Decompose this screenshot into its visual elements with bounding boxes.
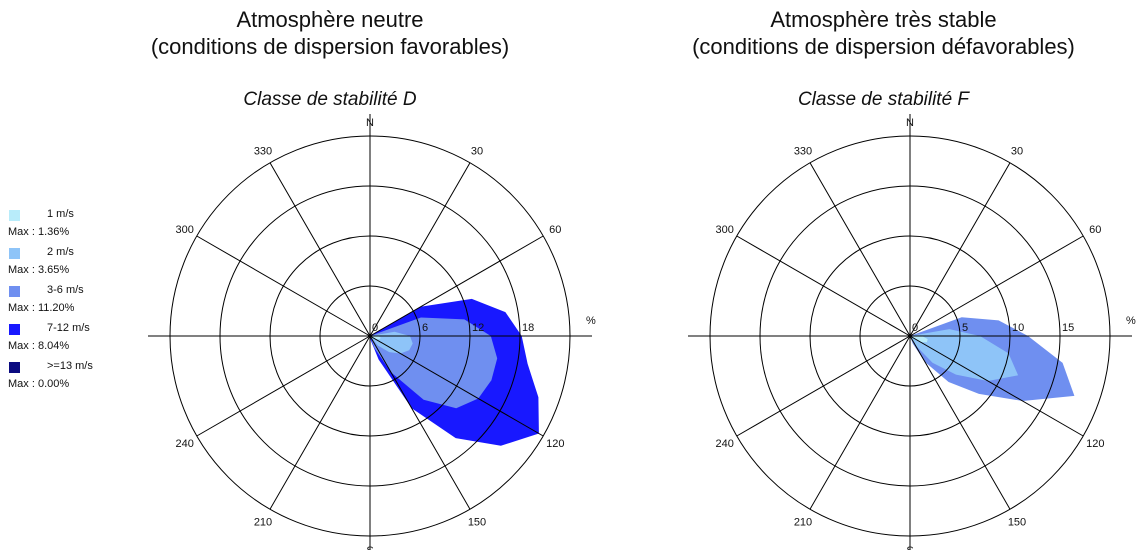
direction-label: 300 xyxy=(176,224,194,236)
grid-spoke xyxy=(196,235,371,337)
grid-spoke xyxy=(269,162,371,337)
legend-item: 7-12 m/s xyxy=(4,322,144,340)
grid-spoke xyxy=(909,162,1011,337)
direction-label: N xyxy=(366,117,374,129)
legend-swatch xyxy=(9,210,20,221)
direction-label: 240 xyxy=(176,438,194,450)
legend-max: Max : 3.65% xyxy=(4,264,144,284)
grid-spoke xyxy=(369,335,544,437)
legend-max-value: Max : 0.00% xyxy=(8,378,70,390)
grid-spoke xyxy=(809,335,911,510)
grid-spoke xyxy=(269,335,371,510)
direction-label: 330 xyxy=(794,146,812,158)
wind-speed-legend: 1 m/s Max : 1.36% 2 m/s Max : 3.65% 3-6 … xyxy=(4,208,144,398)
legend-swatch xyxy=(9,286,20,297)
grid-spoke xyxy=(369,335,471,510)
grid-spoke xyxy=(369,162,471,337)
legend-item: 2 m/s xyxy=(4,246,144,264)
legend-max: Max : 11.20% xyxy=(4,302,144,322)
direction-label: S xyxy=(906,545,913,550)
legend-max-value: Max : 11.20% xyxy=(8,302,75,314)
radial-tick-label: 5 xyxy=(962,322,968,334)
legend-label: 1 m/s xyxy=(47,208,74,220)
legend-label: 3-6 m/s xyxy=(47,284,84,296)
direction-label: 300 xyxy=(716,224,734,236)
legend-swatch xyxy=(9,324,20,335)
legend-swatch xyxy=(9,362,20,373)
legend-max: Max : 8.04% xyxy=(4,340,144,360)
rose-series-2-m-s xyxy=(370,331,413,354)
direction-label: 60 xyxy=(1089,224,1101,236)
legend-max: Max : 1.36% xyxy=(4,226,144,246)
legend-max-value: Max : 3.65% xyxy=(8,264,70,276)
chart-title-stable: Atmosphère très stable (conditions de dis… xyxy=(692,7,1075,59)
grid-spoke xyxy=(909,335,1084,437)
grid-spoke xyxy=(736,335,911,437)
direction-label: 210 xyxy=(794,516,812,528)
chart-title-neutral: Atmosphère neutre (conditions de dispersi… xyxy=(150,7,510,59)
direction-label: 120 xyxy=(546,438,564,450)
grid-spoke xyxy=(909,335,1011,510)
direction-label: 30 xyxy=(1011,146,1023,158)
legend-max: Max : 0.00% xyxy=(4,378,144,398)
grid-spoke xyxy=(196,335,371,437)
grid-spoke xyxy=(736,235,911,337)
legend-item: 1 m/s xyxy=(4,208,144,226)
legend-max-value: Max : 8.04% xyxy=(8,340,70,352)
direction-label: 120 xyxy=(1086,438,1104,450)
direction-label: 330 xyxy=(254,146,272,158)
rose-series-1-m-s xyxy=(370,336,381,340)
radial-tick-label: 0 xyxy=(372,322,378,334)
wind-rose-chart-1: N 30 60 120 150 S 210 240 300 330 0 5 10 15% xyxy=(688,114,1136,550)
direction-label: N xyxy=(906,117,914,129)
legend-swatch xyxy=(9,248,20,259)
direction-label: 150 xyxy=(468,516,486,528)
radial-tick-label: 10 xyxy=(1012,322,1024,334)
direction-label: 240 xyxy=(716,438,734,450)
legend-label: 2 m/s xyxy=(47,246,74,258)
chart-subtitle-stable: Classe de stabilité F xyxy=(797,89,970,110)
radial-tick-label: 0 xyxy=(912,322,918,334)
rose-series-2-m-s xyxy=(910,329,1019,381)
legend-label: 7-12 m/s xyxy=(47,322,90,334)
direction-label: S xyxy=(366,545,373,550)
radial-unit-label: % xyxy=(586,315,596,327)
legend-item: >=13 m/s xyxy=(4,360,144,378)
direction-label: 210 xyxy=(254,516,272,528)
grid-spoke xyxy=(369,235,544,337)
direction-label: 150 xyxy=(1008,516,1026,528)
direction-label: 30 xyxy=(471,146,483,158)
radial-tick-label: 15 xyxy=(1062,322,1074,334)
grid-spoke xyxy=(909,235,1084,337)
radial-unit-label: % xyxy=(1126,315,1136,327)
legend-max-value: Max : 1.36% xyxy=(8,226,70,238)
legend-item: 3-6 m/s xyxy=(4,284,144,302)
rose-series-1-m-s xyxy=(910,336,928,343)
direction-label: 60 xyxy=(549,224,561,236)
chart-subtitle-neutral: Classe de stabilité D xyxy=(243,89,417,110)
radial-tick-label: 18 xyxy=(522,322,534,334)
radial-tick-label: 12 xyxy=(472,322,484,334)
legend-label: >=13 m/s xyxy=(47,360,93,372)
radial-tick-label: 6 xyxy=(422,322,428,334)
wind-rose-chart-0: N 30 60 120 150 S 210 240 300 330 0 6 12 18% xyxy=(148,114,596,550)
grid-spoke xyxy=(809,162,911,337)
